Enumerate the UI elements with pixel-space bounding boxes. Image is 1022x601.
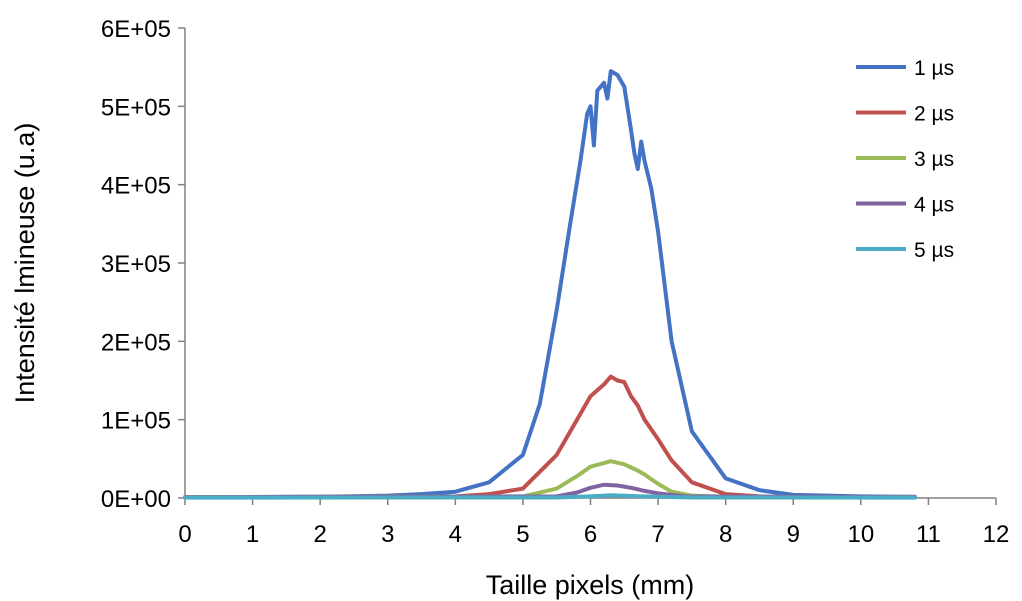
y-tick-label: 3E+05 (101, 251, 171, 278)
y-tick-label: 5E+05 (101, 94, 171, 121)
x-tick-label: 4 (449, 521, 462, 548)
y-tick-label: 2E+05 (101, 329, 171, 356)
x-tick-label: 12 (983, 521, 1010, 548)
x-tick-label: 7 (651, 521, 664, 548)
y-tick-label: 1E+05 (101, 408, 171, 435)
legend-label: 3 µs (914, 148, 954, 171)
y-tick-label: 4E+05 (101, 173, 171, 200)
series-line (183, 374, 917, 500)
y-tick-label: 6E+05 (101, 16, 171, 43)
legend: 1 µs 2 µs 3 µs 4 µs 5 µs (856, 57, 954, 262)
x-tick-label: 6 (584, 521, 597, 548)
y-tick-label: 0E+00 (101, 486, 171, 513)
x-tick-label: 11 (916, 521, 941, 548)
legend-label: 2 µs (914, 103, 954, 126)
series-line (183, 69, 917, 500)
x-tick-label: 5 (516, 521, 529, 548)
legend-label: 5 µs (914, 239, 954, 262)
x-tick-label: 3 (381, 521, 394, 548)
series-lines (183, 69, 917, 500)
axes (184, 28, 996, 499)
x-tick-label: 1 (246, 521, 259, 548)
legend-label: 1 µs (914, 57, 954, 80)
x-tick-label: 0 (178, 521, 191, 548)
series-line (183, 493, 917, 500)
y-axis-title: Intensité lmineuse (u.a) (10, 123, 40, 404)
x-tick-label: 2 (313, 521, 326, 548)
x-axis-title: Taille pixels (mm) (486, 570, 695, 600)
y-axis-ticks: 0E+00 1E+05 2E+05 3E+05 4E+05 5E+05 6E+05 (101, 16, 185, 513)
x-tick-label: 8 (719, 521, 732, 548)
x-tick-label: 10 (847, 521, 874, 548)
x-tick-label: 9 (787, 521, 800, 548)
series-line (183, 459, 917, 500)
legend-label: 4 µs (914, 194, 954, 217)
x-axis-ticks: 0 1 2 3 4 5 6 7 8 9 10 11 12 (178, 498, 1009, 548)
series-line (183, 482, 917, 500)
